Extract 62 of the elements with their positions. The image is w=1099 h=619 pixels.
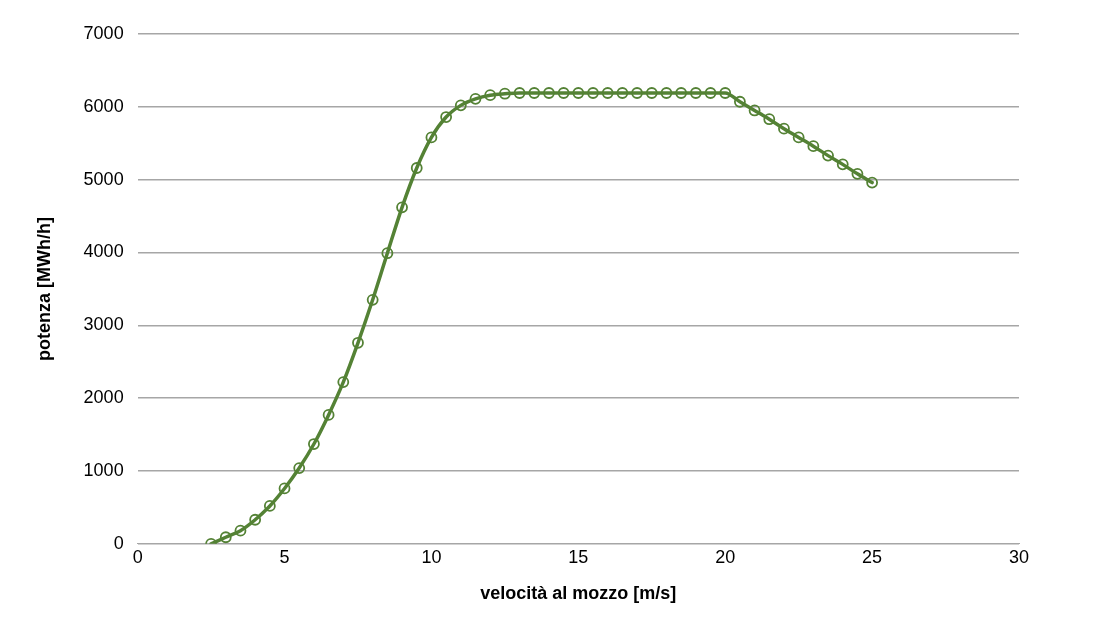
- point: [822, 149, 834, 162]
- y-tick-label: 2000: [83, 387, 124, 408]
- point: [498, 87, 511, 100]
- y-axis-title: potenza [MWh/h]: [33, 216, 54, 361]
- point: [410, 162, 423, 174]
- point: [337, 376, 350, 389]
- y-tick-label: 1000: [83, 459, 124, 480]
- point: [675, 87, 688, 99]
- y-tick-label: 5000: [83, 168, 124, 189]
- point: [352, 336, 364, 349]
- point: [616, 87, 629, 99]
- point: [689, 87, 702, 99]
- point: [734, 95, 746, 108]
- point: [278, 482, 291, 495]
- y-tick-label: 3000: [83, 314, 124, 335]
- point: [792, 131, 805, 144]
- point: [528, 87, 541, 99]
- point: [601, 87, 614, 99]
- x-tick-label: 0: [132, 546, 143, 567]
- point: [660, 87, 673, 99]
- point: [293, 462, 306, 474]
- point: [396, 201, 408, 214]
- point: [748, 104, 761, 117]
- point: [263, 500, 276, 512]
- point: [543, 87, 555, 99]
- x-tick-label: 20: [715, 546, 736, 567]
- x-tick-label: 15: [568, 546, 589, 567]
- point: [513, 87, 526, 99]
- point: [778, 122, 790, 135]
- point: [836, 158, 849, 171]
- point: [219, 531, 232, 544]
- point: [851, 167, 864, 180]
- point: [587, 87, 599, 99]
- point: [249, 513, 262, 526]
- point: [557, 87, 570, 99]
- y-tick-label: 0: [113, 532, 124, 553]
- x-axis-title: velocità al mozzo [m/s]: [480, 583, 677, 604]
- y-tick-label: 4000: [83, 241, 124, 262]
- x-tick-label: 10: [421, 546, 442, 567]
- x-tick-label: 5: [279, 546, 290, 567]
- point: [440, 111, 453, 123]
- point: [572, 87, 585, 99]
- point: [866, 176, 879, 189]
- point: [322, 408, 335, 421]
- point: [763, 113, 776, 126]
- point: [807, 140, 820, 153]
- point: [308, 438, 320, 450]
- point: [645, 87, 658, 99]
- x-tick-label: 25: [862, 546, 883, 567]
- point: [704, 87, 717, 99]
- point: [234, 524, 247, 537]
- point: [425, 131, 438, 144]
- point: [454, 99, 467, 112]
- point: [631, 87, 643, 99]
- x-tick-label: 30: [1008, 546, 1030, 567]
- y-tick-label: 6000: [83, 95, 124, 116]
- point: [719, 87, 732, 99]
- point: [469, 92, 482, 105]
- y-tick-label: 7000: [83, 22, 124, 43]
- point: [381, 247, 394, 260]
- point: [484, 89, 497, 102]
- point: [366, 293, 379, 306]
